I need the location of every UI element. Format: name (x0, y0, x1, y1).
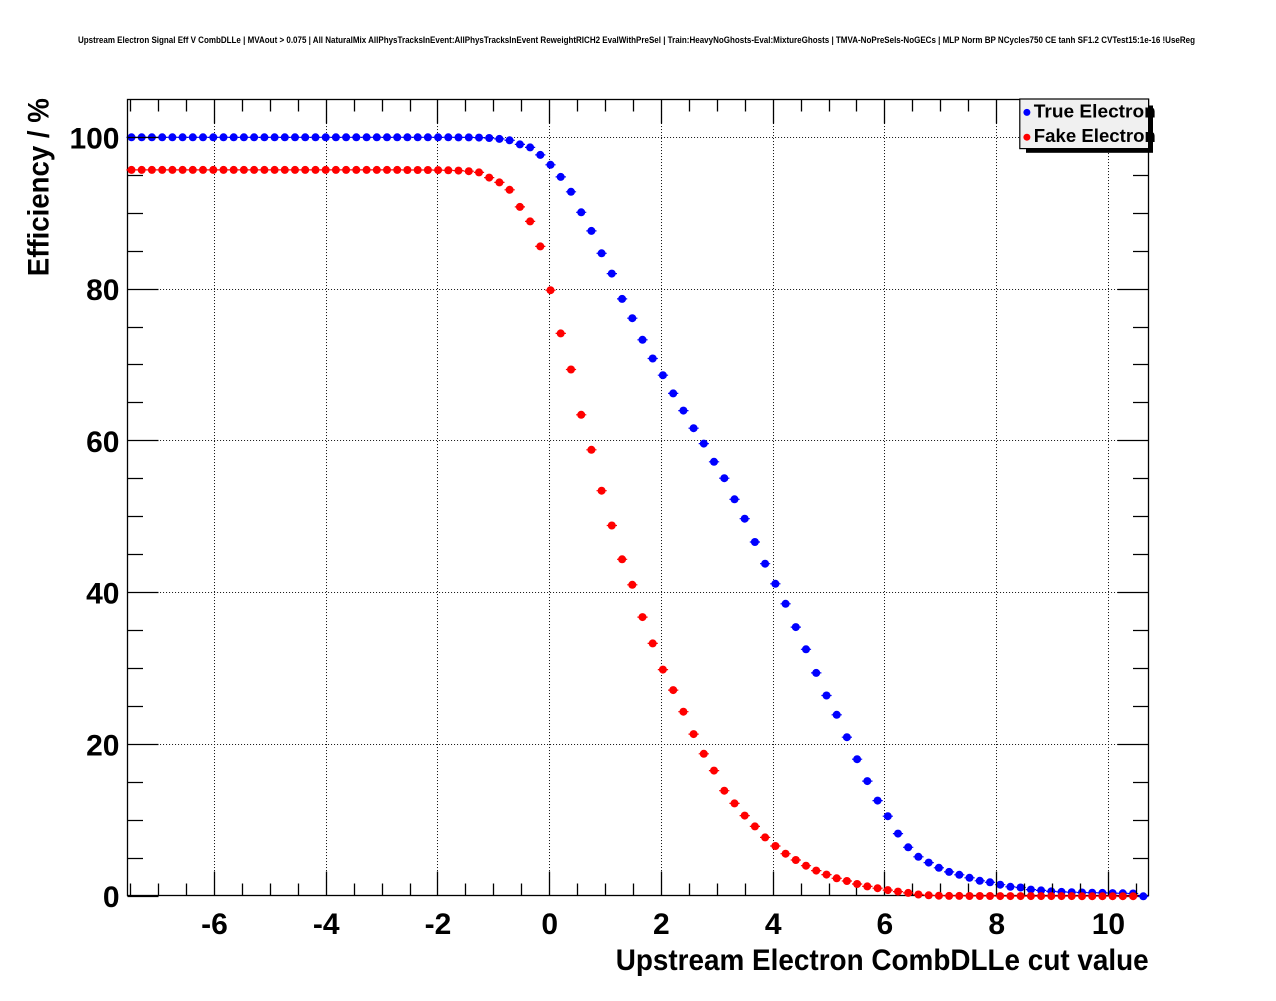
svg-text:-6: -6 (201, 908, 228, 941)
svg-text:0: 0 (541, 908, 558, 941)
svg-text:Upstream Electron Signal Eff V: Upstream Electron Signal Eff V CombDLLe … (78, 35, 1195, 46)
svg-text:0: 0 (103, 881, 120, 914)
svg-text:6: 6 (877, 908, 894, 941)
svg-text:Efficiency / %: Efficiency / % (22, 98, 55, 276)
svg-text:True Electron: True Electron (1034, 100, 1156, 121)
svg-text:Upstream Electron CombDLLe cut: Upstream Electron CombDLLe cut value (616, 944, 1149, 977)
svg-text:100: 100 (69, 122, 119, 155)
svg-text:20: 20 (86, 729, 119, 762)
svg-text:Fake Electron: Fake Electron (1034, 125, 1156, 146)
svg-text:2: 2 (653, 908, 670, 941)
svg-text:4: 4 (765, 908, 782, 941)
svg-text:80: 80 (86, 274, 119, 307)
svg-text:60: 60 (86, 426, 119, 459)
svg-text:8: 8 (988, 908, 1005, 941)
svg-text:10: 10 (1092, 908, 1125, 941)
svg-text:40: 40 (86, 578, 119, 611)
svg-text:-4: -4 (313, 908, 340, 941)
svg-text:-2: -2 (425, 908, 452, 941)
